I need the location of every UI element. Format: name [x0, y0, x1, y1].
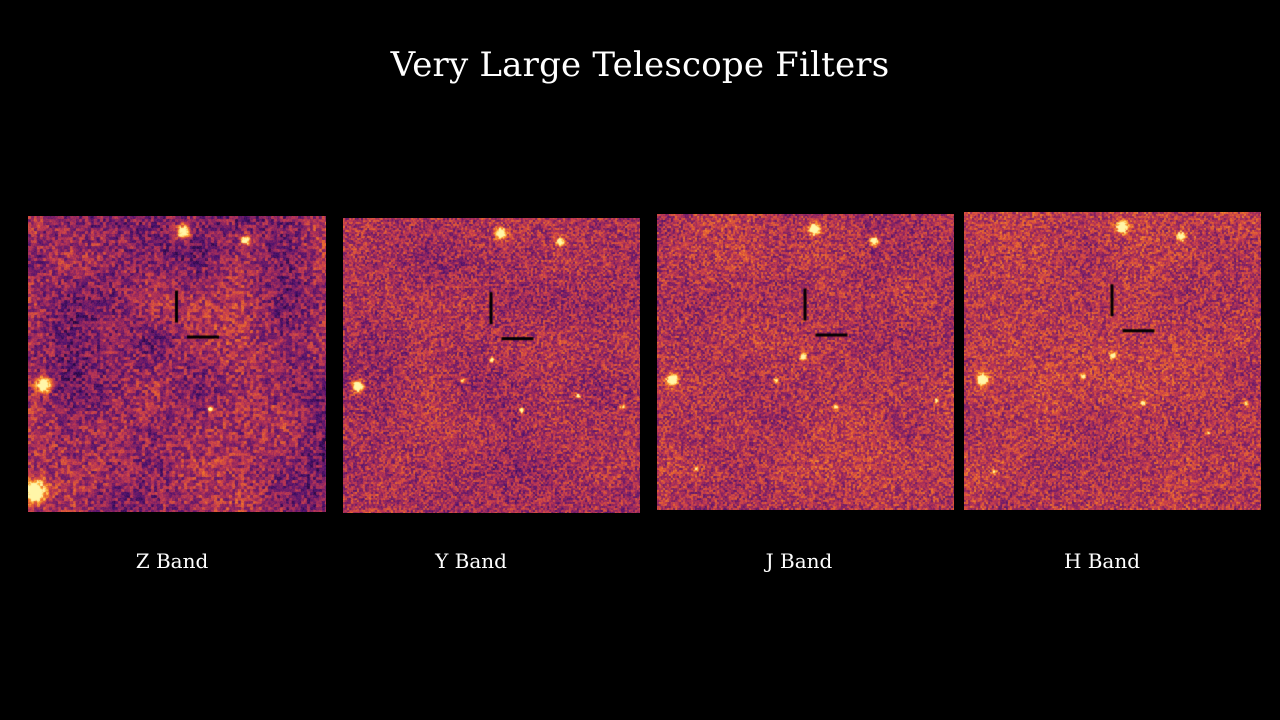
h-band-image	[964, 212, 1261, 510]
slide-title: Very Large Telescope Filters	[390, 45, 890, 85]
z-band-label: Z Band	[135, 549, 209, 573]
h-band-noise-field	[964, 212, 1261, 510]
j-band-label: J Band	[765, 549, 833, 573]
z-band-noise-field	[28, 216, 326, 512]
h-band-label: H Band	[1063, 549, 1141, 573]
y-band-label: Y Band	[435, 549, 507, 573]
j-band-noise-field	[657, 214, 954, 510]
y-band-image	[343, 218, 640, 513]
z-band-image	[28, 216, 326, 512]
j-band-image	[657, 214, 954, 510]
y-band-noise-field	[343, 218, 640, 513]
